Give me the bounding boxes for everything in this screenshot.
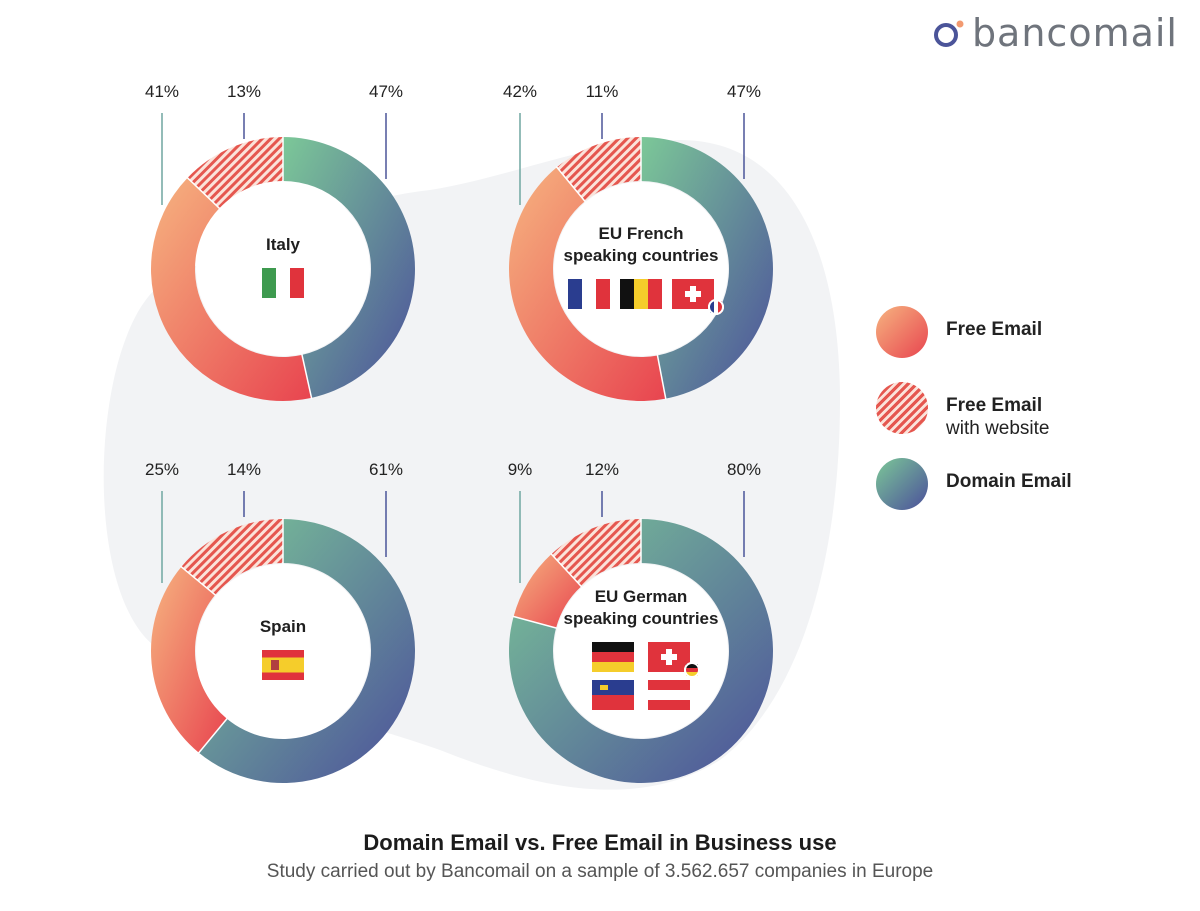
donut-chart: 25% 14% 61% Spain: [145, 460, 416, 783]
slice-separator: [186, 176, 221, 210]
slice-free-email: [513, 554, 582, 629]
legend-label: Free Email: [946, 319, 1043, 340]
flag-ch-fr-icon: [672, 279, 724, 315]
legend-swatch-free-email-with-website: [876, 382, 928, 434]
data-label-free-email-with-website: 11%: [586, 82, 619, 101]
data-label-free-email: 41%: [145, 82, 179, 101]
slice-free-email-with-website: [187, 137, 283, 209]
slice-free-email-with-website: [551, 519, 641, 587]
donut-chart: 41% 13% 47% Italy: [145, 82, 415, 401]
chart-title: speaking countries: [564, 246, 719, 265]
slice-separator: [197, 717, 229, 754]
data-label-free-email-with-website: 13%: [227, 82, 261, 101]
data-label-free-email: 9%: [508, 460, 533, 479]
brand-logo[interactable]: bancomail: [932, 14, 1178, 52]
bancomail-logo-icon: [933, 20, 964, 47]
slice-domain-email: [283, 137, 415, 398]
data-label-free-email: 42%: [503, 82, 537, 101]
footer-subtitle: Study carried out by Bancomail on a samp…: [266, 861, 934, 882]
brand-name: bancomail: [971, 11, 1178, 55]
slice-domain-email: [198, 519, 416, 783]
data-label-free-email-with-website: 12%: [585, 460, 619, 479]
data-label-domain-email: 47%: [369, 82, 403, 101]
flag-fr-icon: [568, 279, 610, 309]
chart-title: EU French: [598, 224, 683, 243]
chart-title: EU German: [595, 587, 688, 606]
legend-swatch-domain-email: [876, 458, 928, 510]
flag-es-icon: [262, 650, 304, 680]
data-label-free-email-with-website: 14%: [227, 460, 261, 479]
legend-sublabel: with website: [946, 418, 1050, 439]
flag-de-icon: [592, 642, 634, 672]
flag-it-icon: [262, 268, 304, 298]
donut-hole: [554, 182, 728, 356]
legend-swatch-free-email: [876, 306, 928, 358]
slice-free-email-with-website: [181, 519, 283, 595]
flag-ch-de-icon: [648, 642, 700, 678]
slice-separator: [301, 353, 313, 400]
flag-at-icon: [648, 680, 690, 710]
slice-separator: [550, 552, 583, 588]
slice-free-email: [509, 167, 666, 401]
footer-title: Domain Email vs. Free Email in Business …: [363, 830, 837, 855]
slice-free-email: [151, 566, 227, 753]
slice-separator: [656, 354, 667, 400]
donut-chart: 42% 11% 47% EU French speaking countries: [503, 82, 774, 401]
chart-title: Italy: [266, 235, 301, 254]
slice-free-email: [151, 177, 312, 401]
data-label-domain-email: 80%: [727, 460, 761, 479]
chart-title: speaking countries: [564, 609, 719, 628]
slice-separator: [180, 565, 217, 597]
flag-li-icon: [592, 680, 634, 710]
data-label-domain-email: 47%: [727, 82, 761, 101]
slice-separator: [555, 166, 587, 203]
data-label-domain-email: 61%: [369, 460, 403, 479]
flag-be-icon: [620, 279, 662, 309]
slice-separator: [512, 615, 558, 629]
slice-domain-email: [508, 519, 773, 783]
slice-free-email-with-website: [556, 137, 641, 202]
legend-label: Domain Email: [946, 471, 1072, 492]
data-label-free-email: 25%: [145, 460, 179, 479]
donut-chart: 9% 12% 80% EU German speaking countries: [508, 460, 773, 783]
legend-label: Free Email: [946, 395, 1043, 416]
slice-domain-email: [641, 137, 774, 399]
chart-title: Spain: [260, 617, 306, 636]
